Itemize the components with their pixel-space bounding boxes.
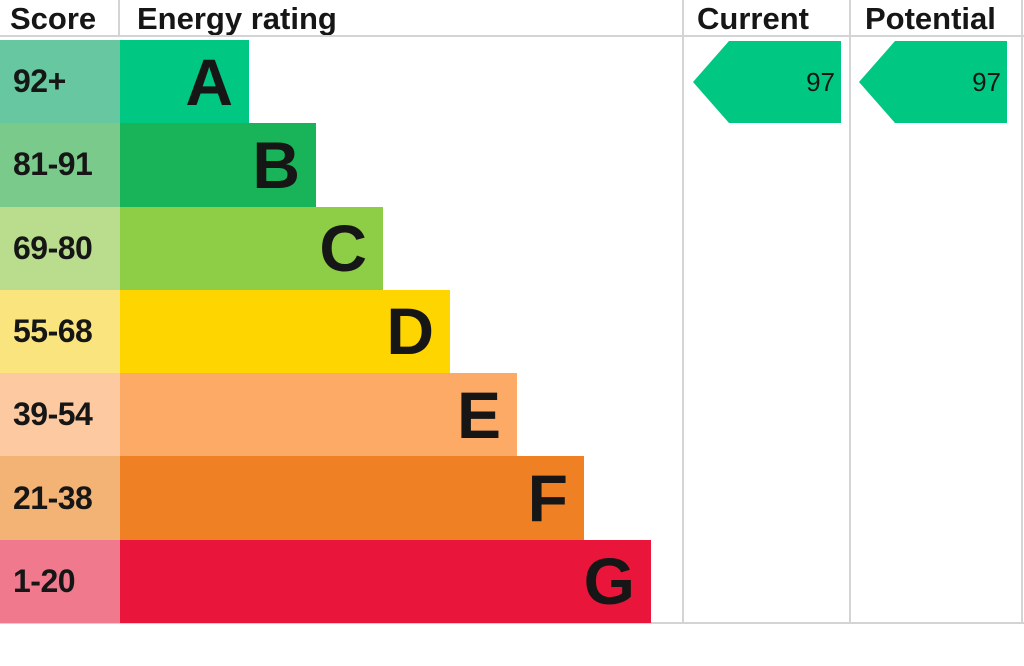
score-range-e: 39-54 <box>0 373 120 457</box>
band-bar-g: G <box>120 539 651 623</box>
score-range-c: 69-80 <box>0 206 120 290</box>
energy-rating-column-header: Energy rating <box>137 1 337 36</box>
potential-arrow-shape <box>859 41 1007 123</box>
band-row-f: 21-38 F <box>0 456 651 540</box>
band-bar-b: B <box>120 123 316 207</box>
potential-rating-arrow: 97 <box>859 41 1007 123</box>
score-range-g: 1-20 <box>0 539 120 623</box>
band-row-b: 81-91 B <box>0 123 651 207</box>
band-row-e: 39-54 E <box>0 373 651 457</box>
score-range-b: 81-91 <box>0 123 120 207</box>
divider-current-potential <box>849 0 851 624</box>
current-arrow-shape <box>693 41 841 123</box>
bottom-border <box>0 622 1024 624</box>
band-bar-d: D <box>120 289 450 374</box>
header-divider-score-energy <box>118 0 120 37</box>
band-bar-a: A <box>120 40 249 124</box>
divider-energy-current <box>682 0 684 624</box>
band-bar-c: C <box>120 206 383 290</box>
band-row-a: 92+ A <box>0 40 651 124</box>
potential-column-header: Potential <box>865 1 996 36</box>
band-rows: 92+ A 81-91 B 69-80 C 55-68 D 39-54 E 21… <box>0 40 651 623</box>
band-bar-e: E <box>120 373 517 457</box>
band-row-d: 55-68 D <box>0 289 651 374</box>
band-row-c: 69-80 C <box>0 206 651 290</box>
right-border <box>1021 0 1023 624</box>
score-range-f: 21-38 <box>0 456 120 540</box>
score-column-header: Score <box>10 1 97 36</box>
current-rating-arrow: 97 <box>693 41 841 123</box>
band-bar-f: F <box>120 456 584 540</box>
band-row-g: 1-20 G <box>0 539 651 623</box>
current-column-header: Current <box>697 1 809 36</box>
score-range-a: 92+ <box>0 40 120 124</box>
header-underline <box>0 35 1024 37</box>
score-range-d: 55-68 <box>0 289 120 374</box>
current-rating-value: 97 <box>806 67 835 97</box>
potential-rating-value: 97 <box>972 67 1001 97</box>
